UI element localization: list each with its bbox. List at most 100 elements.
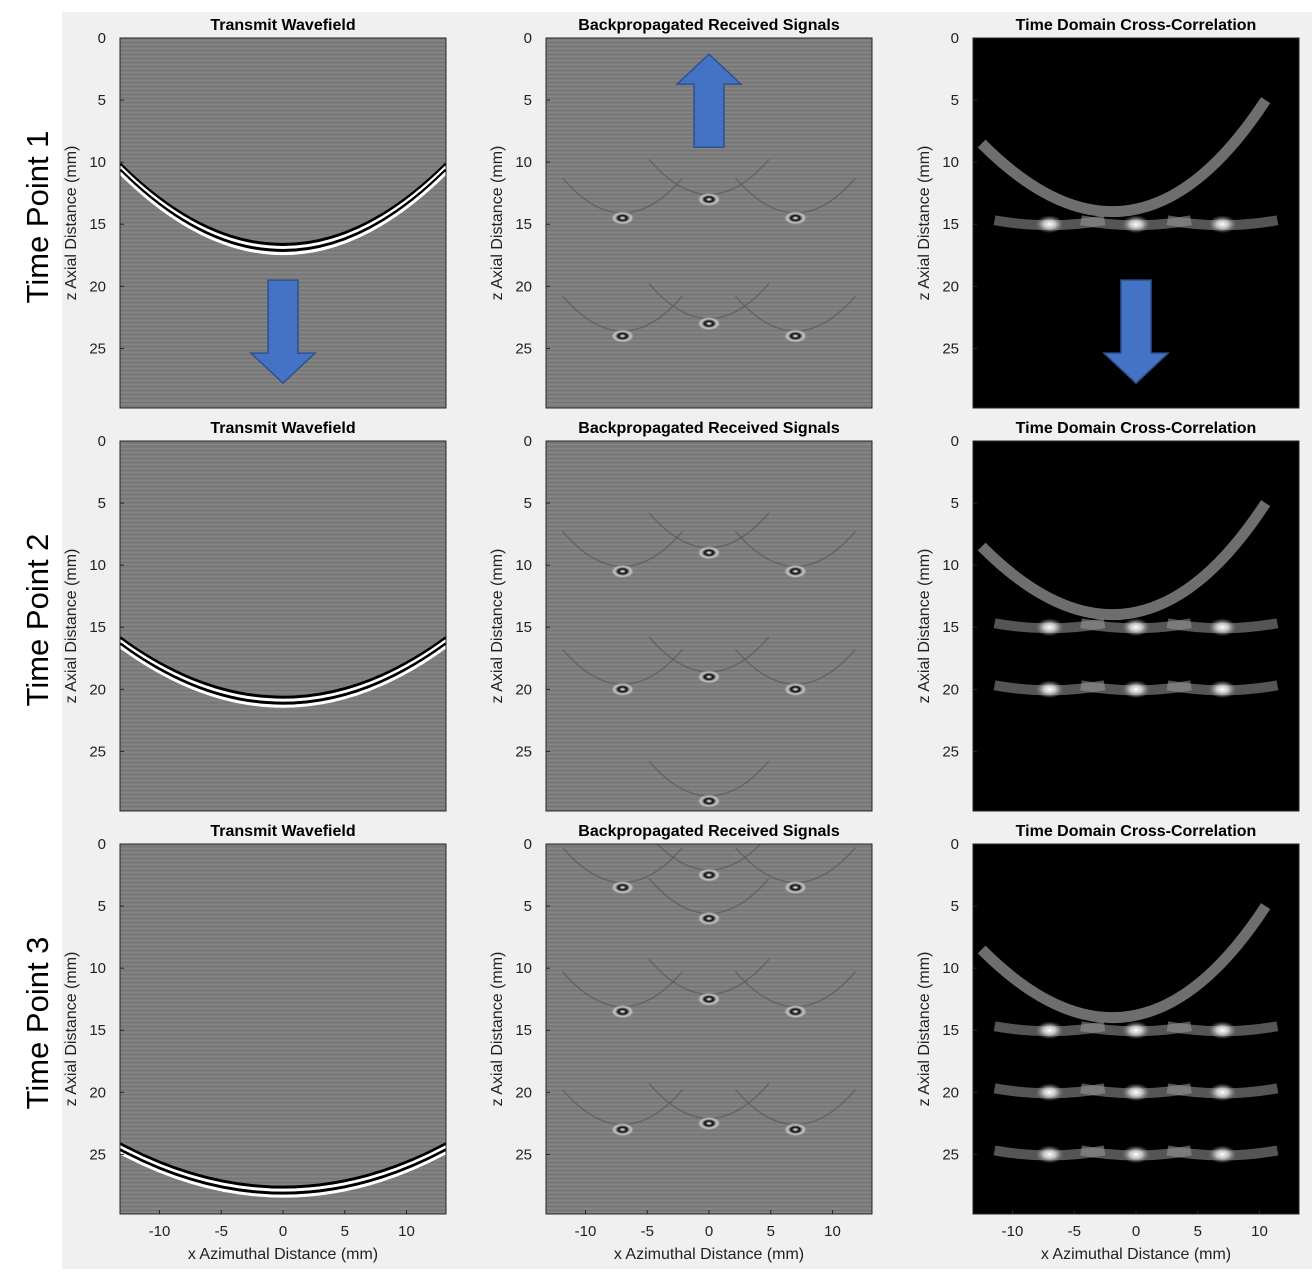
bright-spot-r3c2-6 [783, 1004, 808, 1019]
ytick-label-r2c1-2: 10 [89, 557, 106, 574]
plot-area-r2c1 [120, 441, 446, 811]
ytick-label-r3c2-3: 15 [515, 1022, 532, 1039]
ytick-label-r1c3-5: 25 [942, 340, 959, 357]
ytick-label-r3c3-1: 5 [951, 898, 959, 915]
ytick-label-r1c3-2: 10 [942, 154, 959, 171]
panel-title-r2c3: Time Domain Cross-Correlation [1016, 420, 1257, 437]
ytick-label-r3c3-2: 10 [942, 960, 959, 977]
plot-frame-r2c3 [972, 440, 1300, 812]
ylabel-r3c3: z Axial Distance (mm) [916, 952, 933, 1107]
row-label-1: Time Point 1 [20, 131, 55, 304]
wavefront-band-r3c1-0-2 [120, 1148, 446, 1195]
ytick-label-r2c1-0: 0 [98, 433, 106, 450]
panel-r2c3: Time Domain Cross-Correlation 0 5 10 15 20 25 z… [916, 420, 1300, 812]
ytick-label-r1c2-2: 10 [515, 154, 532, 171]
bright-spot-r1c2-3 [610, 328, 635, 343]
bright-spot-r2c2-6 [697, 794, 721, 809]
bright-spot-r3c2-1 [697, 868, 721, 883]
ylabel-r3c1: z Axial Distance (mm) [63, 952, 80, 1107]
bright-spot-r3c3-8 [1208, 1145, 1237, 1164]
bright-spot-r1c2-4 [697, 316, 721, 331]
bright-spot-r1c2-2 [783, 211, 808, 226]
xtick-label-r3c3-1: -5 [1068, 1223, 1081, 1240]
panel-r1c1: Transmit Wavefield 0 5 10 15 20 25 z Axial Dist… [63, 17, 447, 409]
row-label-3: Time Point 3 [20, 937, 55, 1110]
bright-spot-r2c3-2 [1208, 618, 1237, 637]
ytick-label-r3c2-4: 20 [515, 1084, 532, 1101]
bright-spot-r1c2-1 [697, 192, 721, 207]
bright-spot-r3c3-1 [1122, 1021, 1150, 1040]
panel-title-r2c2: Backpropagated Received Signals [578, 420, 840, 437]
ytick-label-r2c1-1: 5 [98, 495, 106, 512]
wavefront-band-r1c1-0-3 [120, 171, 446, 255]
bright-spot-r2c2-1 [697, 545, 721, 560]
wavefront-band-r3c1-0-3 [120, 1151, 446, 1198]
bright-spot-r3c3-2 [1208, 1021, 1237, 1040]
bright-spot-r3c2-7 [610, 1122, 635, 1137]
ytick-label-r2c2-5: 25 [515, 743, 532, 760]
panel-grid: Transmit Wavefield 0 5 10 15 20 25 z Axial Dist… [63, 17, 1300, 1263]
xlabel-r3c2: x Azimuthal Distance (mm) [614, 1246, 804, 1263]
plot-area-r3c2 [546, 844, 872, 1214]
bright-spot-r2c3-5 [1208, 680, 1237, 699]
ytick-label-r3c1-4: 20 [89, 1084, 106, 1101]
ytick-label-r3c2-0: 0 [524, 836, 532, 853]
panel-r1c2: Backpropagated Received Signals 0 5 10 15 20 2… [489, 17, 873, 409]
ytick-label-r1c1-0: 0 [98, 30, 106, 47]
ytick-label-r1c1-3: 15 [89, 216, 106, 233]
xlabel-r3c1: x Azimuthal Distance (mm) [188, 1246, 378, 1263]
ytick-label-r2c2-1: 5 [524, 495, 532, 512]
ytick-label-r2c1-5: 25 [89, 743, 106, 760]
ytick-label-r1c2-3: 15 [515, 216, 532, 233]
bright-spot-r2c3-4 [1122, 680, 1150, 699]
ytick-label-r1c1-1: 5 [98, 92, 106, 109]
plot-content-r2c2 [561, 512, 857, 809]
plot-content-r1c2 [561, 53, 857, 343]
direction-arrow-down-r1c1 [249, 279, 317, 385]
bright-spot-r3c2-5 [697, 992, 721, 1007]
ytick-label-r2c3-5: 25 [942, 743, 959, 760]
ytick-label-r2c3-3: 15 [942, 619, 959, 636]
ytick-label-r3c1-5: 25 [89, 1146, 106, 1163]
ytick-label-r2c3-2: 10 [942, 557, 959, 574]
bright-spot-r2c3-3 [1035, 680, 1064, 699]
bright-spot-r1c3-1 [1122, 215, 1150, 234]
panel-r2c2: Backpropagated Received Signals 0 5 10 15 20 2… [489, 420, 873, 812]
wavefront-band-r3c1-0-1 [120, 1145, 446, 1192]
plot-frame-r1c1 [119, 37, 447, 409]
bright-spot-r1c2-0 [610, 211, 635, 226]
xtick-label-r3c2-0: -10 [575, 1223, 597, 1240]
panel-r3c1: Transmit Wavefield 0 5 10 15 20 25 -10 -5 0 5 10 z A… [63, 823, 447, 1263]
xtick-label-r3c1-2: 0 [279, 1223, 287, 1240]
bright-spot-r3c3-5 [1208, 1083, 1237, 1102]
ytick-label-r2c2-2: 10 [515, 557, 532, 574]
xtick-label-r3c2-4: 10 [824, 1223, 841, 1240]
plot-content-r3c1 [120, 1142, 446, 1198]
bright-spot-r2c3-0 [1035, 618, 1064, 637]
xtick-label-r3c1-3: 5 [341, 1223, 349, 1240]
xtick-label-r3c1-1: -5 [215, 1223, 228, 1240]
ytick-label-r3c3-4: 20 [942, 1084, 959, 1101]
panel-title-r3c2: Backpropagated Received Signals [578, 823, 840, 840]
plot-frame-r1c3 [972, 37, 1300, 409]
ytick-label-r1c1-2: 10 [89, 154, 106, 171]
ytick-label-r1c1-5: 25 [89, 340, 106, 357]
direction-arrow-down-r1c3 [1102, 279, 1170, 385]
plot-content-r2c3 [977, 500, 1279, 699]
ytick-label-r1c3-3: 15 [942, 216, 959, 233]
ytick-label-r2c2-4: 20 [515, 681, 532, 698]
wavefront-band-r2c1-0-3 [120, 645, 446, 708]
panel-r3c2: Backpropagated Received Signals 0 5 10 15 20 2… [489, 823, 873, 1263]
ylabel-r1c2: z Axial Distance (mm) [489, 146, 506, 301]
ylabel-r1c3: z Axial Distance (mm) [916, 146, 933, 301]
bright-spot-r2c2-4 [697, 669, 721, 684]
wavefront-band-r3c1-0-0 [120, 1142, 446, 1189]
bright-spot-r1c2-5 [783, 328, 808, 343]
xtick-label-r3c1-4: 10 [398, 1223, 415, 1240]
wavefront-band-r1c1-0-1 [120, 165, 446, 249]
bright-spot-r3c3-4 [1122, 1083, 1150, 1102]
xtick-label-r3c3-0: -10 [1002, 1223, 1024, 1240]
wavefront-band-r2c1-0-2 [120, 642, 446, 705]
correlation-main-arc-r3c3 [977, 903, 1271, 1024]
